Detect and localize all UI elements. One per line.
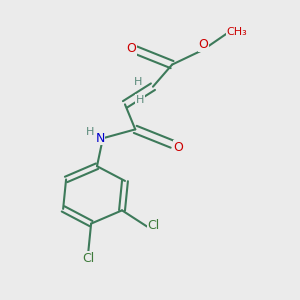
Text: H: H [134,77,142,87]
Text: O: O [199,38,208,51]
Text: Cl: Cl [82,252,95,265]
Text: O: O [174,141,184,154]
Text: N: N [95,132,105,145]
Text: H: H [136,95,145,105]
Text: CH₃: CH₃ [226,27,247,37]
Text: Cl: Cl [147,220,160,232]
Text: H: H [86,127,95,137]
Text: O: O [126,42,136,55]
